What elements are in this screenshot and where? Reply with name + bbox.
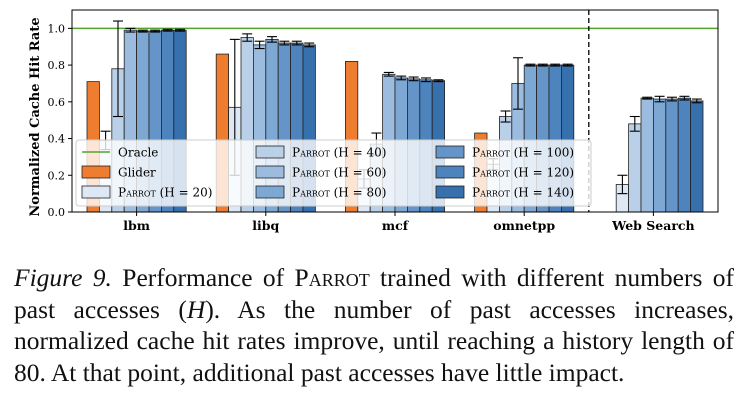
y-tick-label: 0.2	[48, 169, 66, 182]
legend-entry-parrot-h-120: Parrot (H = 120)	[435, 165, 574, 180]
bar-parrot-h-140-web-search	[690, 100, 704, 213]
x-tick-label-web-search: Web Search	[611, 218, 694, 233]
bar-parrot-h-40-web-search	[628, 123, 642, 213]
caption-variable-h: H	[186, 294, 206, 324]
legend-entry-glider-label: Glider	[118, 166, 156, 180]
legend-entry-parrot-h-40: Parrot (H = 40)	[255, 145, 386, 160]
legend-entry-parrot-h-20-swatch	[81, 185, 111, 199]
legend-entry-glider: Glider	[81, 165, 156, 180]
bar-parrot-h-80-web-search	[653, 98, 667, 213]
legend-entry-parrot-h-60-label: Parrot (H = 60)	[292, 166, 386, 180]
legend-entry-parrot-h-140-label: Parrot (H = 140)	[472, 186, 574, 200]
caption-parrot: Parrot	[294, 263, 370, 292]
legend-entry-parrot-h-80-swatch	[255, 185, 285, 199]
legend-entry-parrot-h-20-label-history: (H = 20)	[156, 186, 213, 200]
y-tick-label: 0.0	[48, 206, 66, 219]
x-tick-label-libq: libq	[252, 218, 279, 233]
legend-entry-parrot-h-100: Parrot (H = 100)	[435, 145, 574, 160]
x-axis: lbm libq mcf omnetpp Web Search	[123, 212, 695, 233]
legend-entry-parrot-h-80-label-model: Parrot	[292, 186, 330, 200]
legend-entry-oracle: Oracle	[82, 146, 158, 160]
y-tick-label: 0.4	[48, 133, 66, 146]
legend-entry-parrot-h-120-label: Parrot (H = 120)	[472, 166, 574, 180]
x-tick-label-mcf: mcf	[382, 218, 410, 233]
legend-entry-parrot-h-60-label-model: Parrot	[292, 166, 330, 180]
legend-entry-parrot-h-80-label: Parrot (H = 80)	[292, 186, 386, 200]
legend-entry-parrot-h-120-swatch	[435, 165, 465, 179]
legend-entry-parrot-h-140-label-model: Parrot	[472, 186, 510, 200]
caption-text-2: trained with different numbers of past a…	[14, 263, 734, 324]
caption-text-3: ). As the number of past accesses increa…	[14, 294, 734, 387]
legend-entry-parrot-h-100-label-model: Parrot	[472, 146, 510, 160]
y-tick-label: 0.8	[48, 59, 66, 72]
legend-entry-parrot-h-20-label: Parrot (H = 20)	[118, 186, 212, 200]
bar-parrot-h-100-web-search	[665, 98, 679, 213]
cache-hit-rate-chart: 0.0 0.2 0.4 0.6 0.8 1.0 lbm libq mcf omnetpp Web …	[28, 9, 719, 233]
legend-entry-glider-swatch	[81, 165, 111, 179]
y-axis-label: Normalized Cache Hit Rate	[28, 17, 43, 216]
legend-entry-parrot-h-120-label-history: (H = 120)	[510, 166, 574, 180]
legend-entry-parrot-h-40-label-model: Parrot	[292, 146, 330, 160]
y-tick-label: 1.0	[48, 22, 66, 35]
legend-entry-parrot-h-100-label-history: (H = 100)	[510, 146, 574, 160]
legend-entry-parrot-h-140: Parrot (H = 140)	[435, 185, 574, 200]
legend-entry-parrot-h-100-swatch	[435, 145, 465, 159]
legend-entry-parrot-h-100-label: Parrot (H = 100)	[472, 146, 574, 160]
legend-entry-parrot-h-40-label: Parrot (H = 40)	[292, 146, 386, 160]
legend-entry-parrot-h-60-label-history: (H = 60)	[330, 166, 387, 180]
legend-entry-parrot-h-20: Parrot (H = 20)	[81, 185, 212, 200]
legend-entry-parrot-h-40-label-history: (H = 40)	[330, 146, 387, 160]
legend-entry-parrot-h-120-label-model: Parrot	[472, 166, 510, 180]
legend-entry-parrot-h-80-label-history: (H = 80)	[330, 186, 387, 200]
legend-entry-parrot-h-60-swatch	[255, 165, 285, 179]
legend-entry-parrot-h-140-swatch	[435, 185, 465, 199]
legend-entry-oracle-label: Oracle	[118, 146, 158, 160]
bar-parrot-h-120-web-search	[677, 97, 692, 213]
legend-entry-parrot-h-20-label-model: Parrot	[118, 186, 156, 200]
figure-caption: Figure 9. Performance of Parrot trained …	[14, 262, 734, 388]
bar-parrot-h-60-web-search	[640, 97, 654, 213]
y-tick-label: 0.6	[48, 96, 66, 109]
caption-text-1: Performance of	[111, 263, 295, 292]
caption-figure-label: Figure 9.	[14, 263, 112, 292]
legend-entry-parrot-h-60: Parrot (H = 60)	[255, 165, 386, 180]
legend-entry-parrot-h-140-label-history: (H = 140)	[510, 186, 574, 200]
legend-entry-parrot-h-40-swatch	[255, 145, 285, 159]
x-tick-label-lbm: lbm	[123, 218, 150, 233]
y-axis: 0.0 0.2 0.4 0.6 0.8 1.0	[48, 22, 72, 219]
legend-entry-parrot-h-80: Parrot (H = 80)	[255, 185, 386, 200]
x-tick-label-omnetpp: omnetpp	[493, 218, 555, 233]
